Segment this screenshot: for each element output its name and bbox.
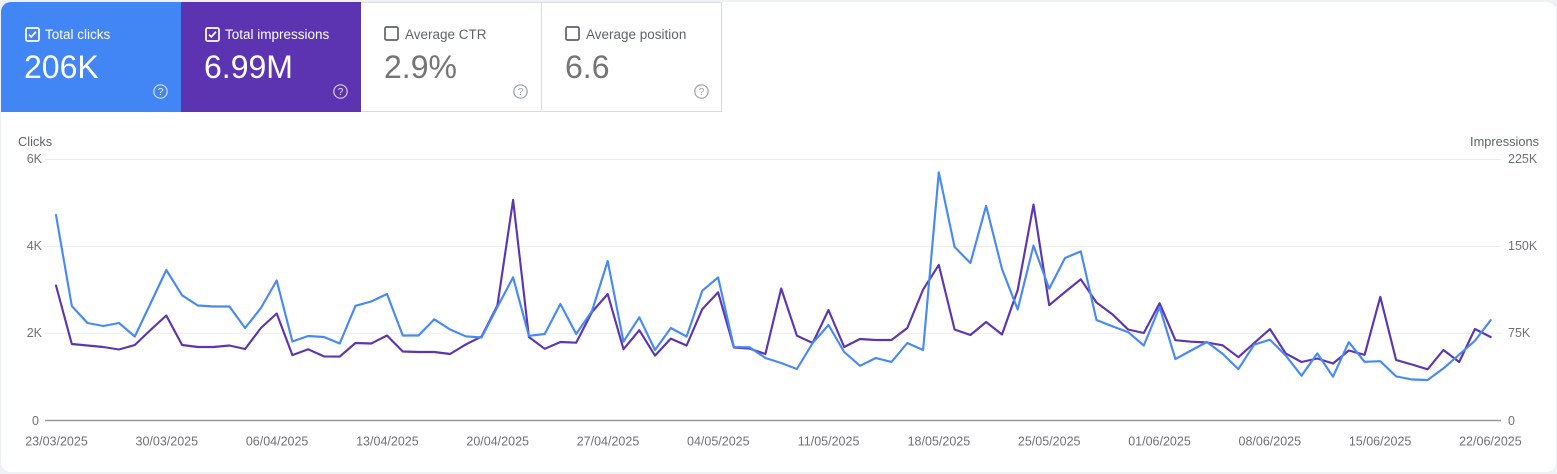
svg-text:22/06/2025: 22/06/2025 <box>1459 435 1522 449</box>
svg-text:08/06/2025: 08/06/2025 <box>1239 435 1302 449</box>
svg-text:27/04/2025: 27/04/2025 <box>577 435 640 449</box>
svg-text:?: ? <box>699 87 705 98</box>
svg-text:13/04/2025: 13/04/2025 <box>356 435 419 449</box>
svg-text:30/03/2025: 30/03/2025 <box>136 435 199 449</box>
svg-text:4K: 4K <box>27 239 43 253</box>
svg-text:01/06/2025: 01/06/2025 <box>1128 435 1191 449</box>
svg-text:0: 0 <box>32 414 39 428</box>
svg-text:25/05/2025: 25/05/2025 <box>1018 435 1081 449</box>
svg-text:6K: 6K <box>27 152 43 166</box>
svg-text:04/05/2025: 04/05/2025 <box>687 435 750 449</box>
svg-text:20/04/2025: 20/04/2025 <box>466 435 529 449</box>
svg-text:2K: 2K <box>27 326 43 340</box>
svg-text:Impressions: Impressions <box>1470 134 1539 149</box>
svg-text:0: 0 <box>1508 414 1515 428</box>
svg-text:18/05/2025: 18/05/2025 <box>908 435 971 449</box>
svg-text:?: ? <box>158 87 164 98</box>
svg-text:15/06/2025: 15/06/2025 <box>1349 435 1412 449</box>
svg-text:75K: 75K <box>1508 326 1531 340</box>
svg-text:?: ? <box>518 87 524 98</box>
svg-text:?: ? <box>338 87 344 98</box>
svg-text:11/05/2025: 11/05/2025 <box>798 435 860 449</box>
svg-text:225K: 225K <box>1508 152 1538 166</box>
svg-text:150K: 150K <box>1508 239 1538 253</box>
svg-text:06/04/2025: 06/04/2025 <box>246 435 309 449</box>
svg-text:23/03/2025: 23/03/2025 <box>25 435 88 449</box>
svg-text:Clicks: Clicks <box>18 134 52 149</box>
